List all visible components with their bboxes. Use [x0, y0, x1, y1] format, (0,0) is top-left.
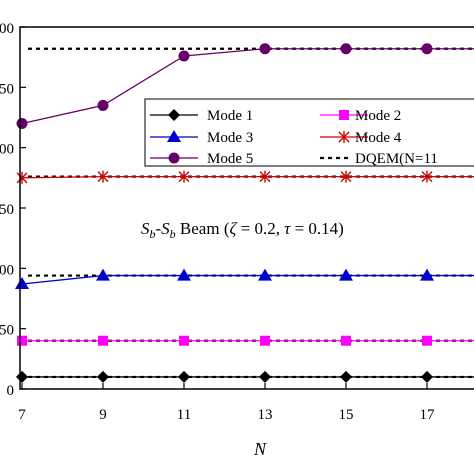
annotation-s2: S [161, 219, 170, 238]
y-tick-label: 0 [7, 383, 15, 399]
annotation-zeta: ζ [230, 219, 238, 238]
x-axis-label: N [253, 439, 267, 459]
legend-items: Mode 1 Mode 2 Mode 3 Mode 4 Mode 5 DQEM(N=11 [150, 108, 438, 167]
data-point-mode-4 [259, 170, 271, 183]
x-tick-label: 7 [18, 407, 26, 423]
legend-label: Mode 3 [207, 130, 253, 146]
legend-marker-mode-1 [168, 109, 180, 121]
y-tick-label: 300 [0, 21, 14, 37]
chart-annotation: Sb-Sb Beam (ζ = 0.2, τ = 0.14) [141, 219, 344, 241]
annotation-tau: τ [284, 219, 291, 238]
legend-marker-mode-3 [167, 130, 181, 142]
data-point-mode-2 [260, 335, 270, 346]
data-point-mode-2 [341, 335, 351, 346]
legend-box [144, 98, 474, 167]
data-point-mode-5 [16, 118, 28, 130]
data-point-mode-3 [177, 268, 191, 281]
reference-lines [28, 47, 474, 379]
x-tick-label: 17 [420, 407, 436, 423]
data-point-mode-1 [340, 370, 352, 383]
y-tick-label: 150 [0, 202, 14, 218]
y-tick-label: 100 [0, 262, 14, 278]
data-point-mode-5 [259, 43, 271, 55]
data-point-mode-2 [179, 335, 189, 346]
data-point-mode-2 [422, 335, 432, 346]
data-point-mode-3 [420, 268, 434, 281]
x-tick-label: 13 [258, 407, 273, 423]
data-point-mode-4 [421, 170, 433, 183]
annotation-s1: S [141, 219, 150, 238]
legend-label: Mode 2 [355, 108, 401, 124]
annotation-dash: - [156, 219, 162, 238]
legend-label: Mode 1 [207, 108, 253, 124]
data-point-mode-1 [421, 370, 433, 383]
series-lines [21, 48, 474, 378]
data-point-mode-1 [259, 370, 271, 383]
legend-label: Mode 4 [355, 130, 402, 146]
y-tick-label: 200 [0, 142, 14, 158]
x-axis: 7 9 11 13 15 17 [18, 383, 435, 423]
y-tick-label: 250 [0, 81, 14, 97]
data-point-mode-5 [97, 99, 109, 111]
data-point-mode-5 [421, 43, 433, 55]
data-point-mode-2 [17, 335, 27, 346]
data-point-mode-1 [178, 370, 190, 383]
data-point-mode-4 [340, 170, 352, 183]
plot-frame [19, 26, 474, 390]
data-point-mode-3 [258, 268, 272, 281]
legend-marker-mode-4 [338, 131, 350, 143]
legend-label: DQEM(N=11 [355, 151, 438, 167]
annotation-tau-value: = 0.14) [290, 219, 344, 238]
data-point-mode-4 [16, 171, 28, 184]
data-point-mode-3 [96, 268, 110, 281]
annotation-sub1: b [150, 227, 156, 241]
annotation-sub2: b [170, 227, 176, 241]
data-point-mode-3 [339, 268, 353, 281]
y-tick-label: 50 [0, 323, 14, 339]
data-point-mode-3 [15, 277, 29, 290]
x-tick-label: 9 [99, 407, 107, 423]
x-tick-label: 15 [339, 407, 354, 423]
series-markers [15, 43, 434, 383]
data-point-mode-4 [97, 170, 109, 183]
legend-label: Mode 5 [207, 151, 253, 167]
annotation-beam: Beam ( [176, 219, 230, 238]
y-axis: 0 50 100 150 200 250 300 [0, 21, 26, 399]
data-point-mode-1 [16, 370, 28, 383]
legend-marker-mode-2 [339, 110, 349, 120]
data-point-mode-4 [178, 170, 190, 183]
legend-marker-mode-5 [168, 152, 180, 164]
annotation-zeta-value: = 0.2, [236, 219, 284, 238]
data-point-mode-1 [97, 370, 109, 383]
data-point-mode-2 [98, 335, 108, 346]
x-tick-label: 11 [177, 407, 191, 423]
data-point-mode-5 [340, 43, 352, 55]
data-point-mode-5 [178, 50, 190, 62]
series-line-mode-3 [21, 274, 474, 285]
legend: Mode 1 Mode 2 Mode 3 Mode 4 Mode 5 DQEM(N=11 [144, 98, 474, 167]
